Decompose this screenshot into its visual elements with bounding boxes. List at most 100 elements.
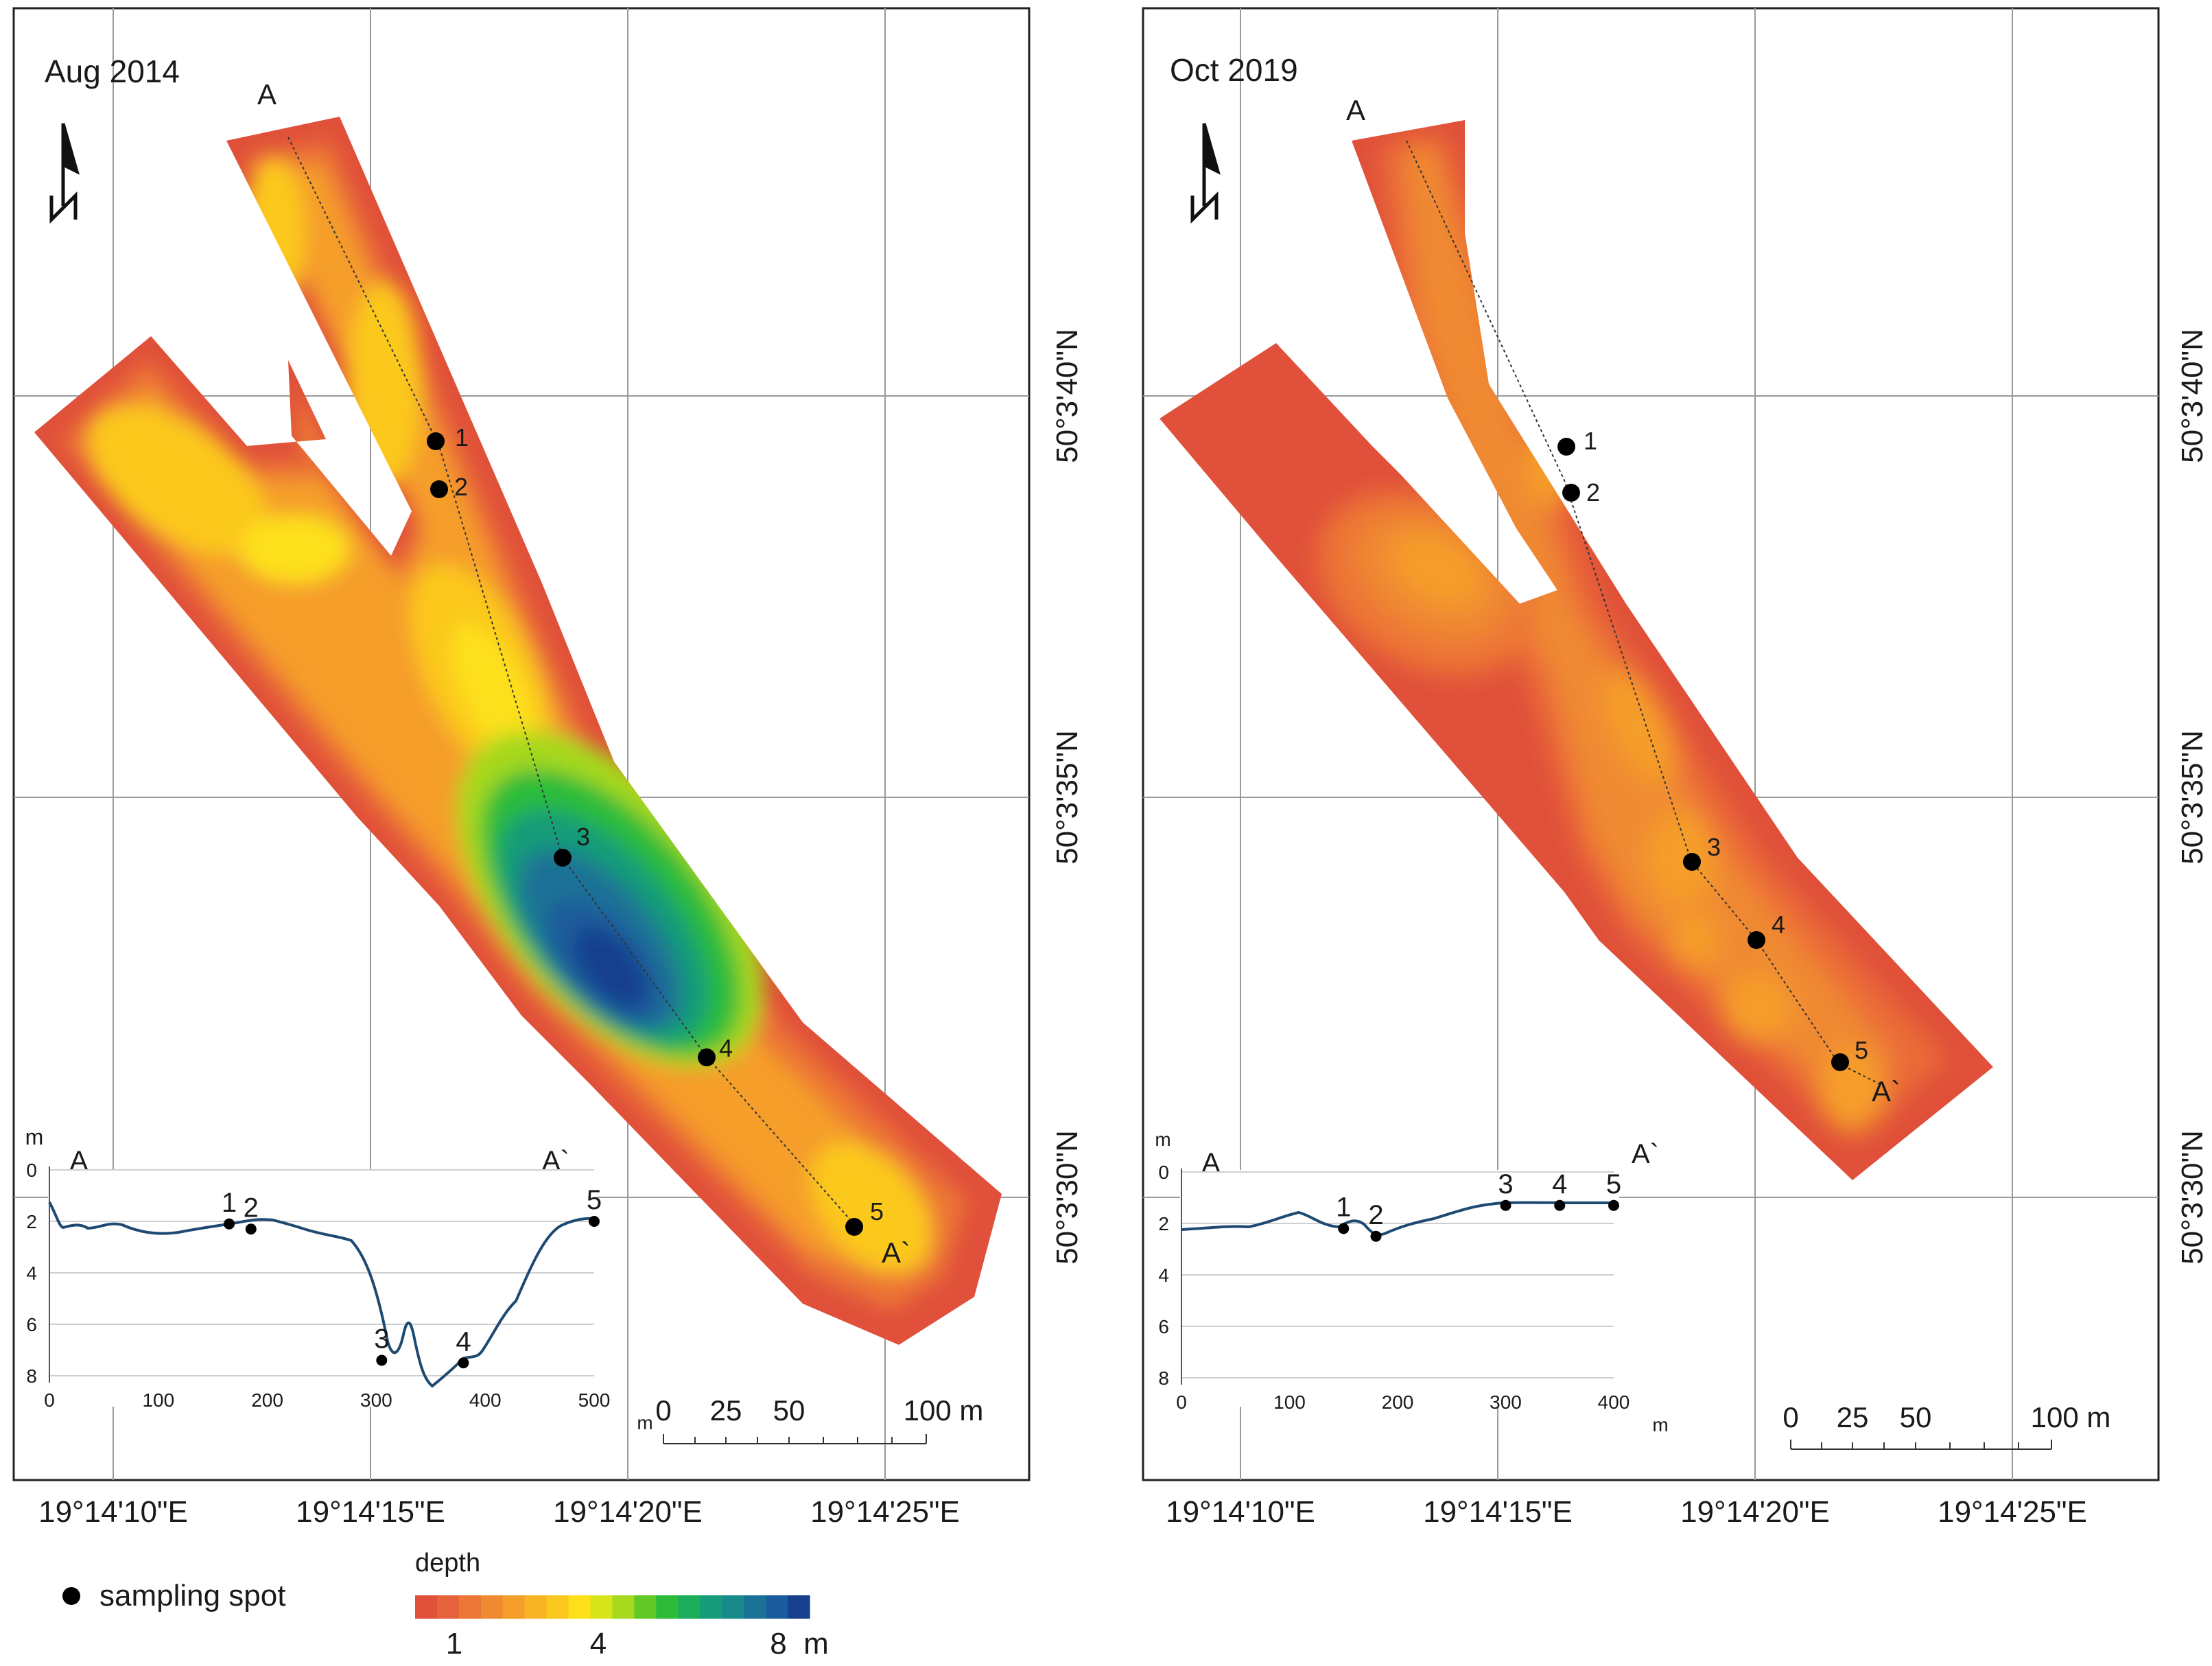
right-section-start-label: A: [1346, 94, 1365, 126]
left-sample-4[interactable]: 4: [698, 1034, 733, 1066]
depth-swatch: [766, 1595, 788, 1619]
profile-x-tick-400: 400: [469, 1389, 502, 1411]
profile-x-tick-300: 300: [360, 1389, 392, 1411]
legend: sampling spot depth 1 4 8 m: [62, 1549, 829, 1661]
left-profile-x-ticks: 0 100 200 300 400 500: [44, 1389, 610, 1411]
left-sample-3[interactable]: 3: [554, 823, 590, 867]
left-sample-4-label: 4: [719, 1034, 733, 1062]
left-scale-25: 25: [710, 1394, 742, 1427]
right-sample-1[interactable]: 1: [1557, 427, 1597, 456]
sampling-legend-label: sampling spot: [99, 1579, 285, 1612]
left-sampling-points: 1 2 3 4 5: [427, 423, 884, 1236]
profile-x-tick-0: 0: [1176, 1392, 1187, 1413]
depth-swatch: [656, 1595, 679, 1619]
depth-swatch: [415, 1595, 438, 1619]
profile-x-tick-300: 300: [1490, 1392, 1522, 1413]
left-lon-label-4: 19°14'25"E: [810, 1495, 960, 1529]
right-panel-title: Oct 2019: [1170, 52, 1298, 88]
right-sample-5[interactable]: 5: [1831, 1036, 1868, 1071]
right-sample-1-label: 1: [1584, 427, 1597, 455]
right-sample-5-label: 5: [1855, 1036, 1868, 1064]
depth-swatch: [546, 1595, 569, 1619]
left-scale-100: 100 m: [904, 1394, 984, 1427]
left-panel-title: Aug 2014: [45, 54, 180, 89]
profile-y-tick-6: 6: [1158, 1316, 1169, 1337]
right-profile-x-ticks: 0 100 200 300 400: [1176, 1392, 1629, 1413]
sampling-legend: sampling spot: [62, 1579, 285, 1612]
left-lat-label-1: 50°3'40"N: [1050, 329, 1084, 463]
profile-point-label-3: 3: [1498, 1169, 1513, 1199]
left-scale-0: 0: [655, 1394, 671, 1427]
depth-swatch: [612, 1595, 635, 1619]
right-lon-label-1: 19°14'10"E: [1166, 1495, 1315, 1529]
right-profile-start: A: [1202, 1148, 1221, 1178]
right-sampling-points: 1 2 3 4 5: [1557, 427, 1868, 1071]
left-profile-y-unit: m: [25, 1125, 44, 1149]
profile-point-label-2: 2: [1368, 1200, 1383, 1230]
right-lat-label-3: 50°3'30"N: [2176, 1130, 2209, 1265]
profile-point-label-5: 5: [587, 1185, 602, 1215]
left-bathymetry-map: [34, 117, 1002, 1345]
profile-x-tick-100: 100: [1273, 1392, 1306, 1413]
left-profile-start: A: [70, 1146, 89, 1176]
right-lon-label-3: 19°14'20"E: [1680, 1495, 1830, 1529]
right-scale-100: 100 m: [2031, 1401, 2111, 1433]
depth-swatch: [502, 1595, 526, 1619]
depth-swatch: [524, 1595, 548, 1619]
profile-y-tick-2: 2: [1158, 1213, 1169, 1234]
right-north-arrow-icon: [1190, 123, 1221, 224]
right-lat-label-2: 50°3'35"N: [2176, 730, 2209, 865]
profile-y-tick-4: 4: [1158, 1265, 1169, 1286]
depth-swatch: [568, 1595, 591, 1619]
left-profile-x-unit: m: [637, 1412, 652, 1433]
profile-y-tick-0: 0: [1158, 1162, 1169, 1183]
right-sample-4[interactable]: 4: [1748, 911, 1785, 949]
left-sample-2[interactable]: 2: [430, 473, 468, 501]
depth-color-bar: [415, 1595, 810, 1619]
left-sample-1[interactable]: 1: [427, 423, 469, 451]
profile-point-5: [589, 1216, 600, 1227]
left-lat-label-2: 50°3'35"N: [1050, 730, 1084, 865]
profile-point-label-3: 3: [374, 1324, 389, 1354]
right-profile-bg: [1180, 1170, 1619, 1407]
profile-point-label-1: 1: [222, 1188, 237, 1218]
right-lon-label-2: 19°14'15"E: [1423, 1495, 1573, 1529]
profile-point-1: [1338, 1223, 1350, 1234]
left-profile-end: A`: [542, 1146, 569, 1176]
right-profile-y-ticks: 0 2 4 6 8: [1158, 1162, 1169, 1389]
profile-point-label-2: 2: [244, 1193, 259, 1223]
profile-point-2: [245, 1223, 257, 1235]
left-sample-2-label: 2: [454, 473, 468, 501]
profile-x-tick-400: 400: [1598, 1392, 1630, 1413]
right-scale-25: 25: [1837, 1401, 1869, 1433]
profile-point-3: [376, 1354, 388, 1366]
profile-point-label-4: 4: [456, 1326, 471, 1357]
left-sample-1-label: 1: [455, 423, 469, 451]
left-sample-5[interactable]: 5: [845, 1197, 884, 1236]
right-sample-2[interactable]: 2: [1562, 478, 1600, 506]
left-north-arrow-icon: [49, 123, 80, 224]
profile-point-2: [1370, 1230, 1382, 1242]
depth-tick-1: 1: [446, 1627, 462, 1661]
right-sample-4-label: 4: [1772, 911, 1785, 939]
right-sample-3[interactable]: 3: [1683, 833, 1721, 871]
profile-y-tick-2: 2: [26, 1211, 37, 1232]
right-profile-x-unit: m: [1652, 1414, 1668, 1435]
sampling-spot-icon: [62, 1587, 80, 1605]
profile-point-label-1: 1: [1336, 1193, 1351, 1223]
right-profile-grid: [1181, 1169, 1614, 1385]
profile-y-tick-0: 0: [26, 1160, 37, 1181]
depth-swatch: [678, 1595, 701, 1619]
right-scale-bar: 0 25 50 100 m: [1782, 1401, 2111, 1450]
right-map-panel: Oct 2019 A A` 1 2 3 4 5 50°3'40"N 50°3'3…: [1142, 7, 2209, 1529]
profile-point-4: [458, 1357, 469, 1369]
depth-swatch: [722, 1595, 744, 1619]
depth-swatch: [788, 1595, 810, 1619]
right-section-end-label: A`: [1872, 1075, 1901, 1107]
profile-point-1: [224, 1218, 235, 1230]
right-scale-0: 0: [1782, 1401, 1798, 1433]
profile-point-label-4: 4: [1552, 1169, 1567, 1199]
depth-swatch: [480, 1595, 504, 1619]
